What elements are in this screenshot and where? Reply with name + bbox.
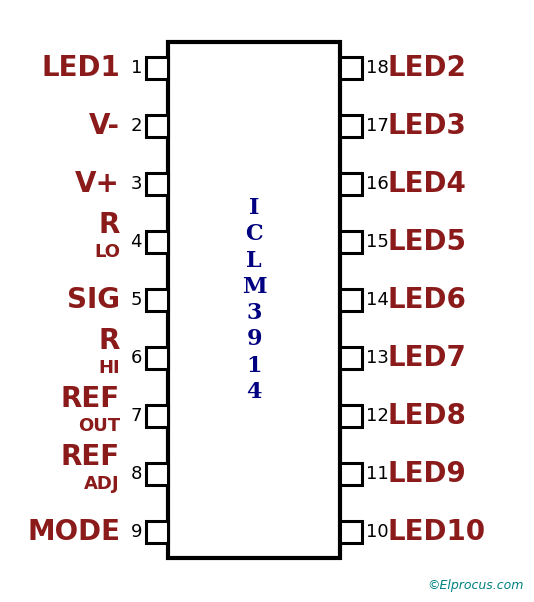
Bar [340,405,362,427]
Text: LED10: LED10 [388,518,486,546]
Text: LED4: LED4 [388,170,467,198]
Text: HI: HI [98,359,120,377]
Bar [146,521,168,543]
Text: LED1: LED1 [41,54,120,82]
Bar [340,463,362,485]
Text: OUT: OUT [78,417,120,435]
Text: REF: REF [61,443,120,471]
Text: 7: 7 [130,407,142,425]
Bar [146,463,168,485]
Text: 11: 11 [366,465,389,483]
Text: 2: 2 [130,117,142,135]
Bar [146,231,168,253]
Bar [146,405,168,427]
Text: LED7: LED7 [388,344,467,372]
Bar [340,231,362,253]
Bar [340,521,362,543]
Bar [168,42,340,558]
Text: REF: REF [61,385,120,413]
Text: 8: 8 [131,465,142,483]
Text: LO: LO [94,243,120,261]
Text: SIG: SIG [67,286,120,314]
Text: V+: V+ [75,170,120,198]
Bar [146,289,168,311]
Text: 16: 16 [366,175,389,193]
Text: 12: 12 [366,407,389,425]
Bar [146,115,168,137]
Text: V-: V- [89,112,120,140]
Bar [340,289,362,311]
Text: LED5: LED5 [388,228,467,256]
Text: 5: 5 [130,291,142,309]
Text: MODE: MODE [27,518,120,546]
Text: R: R [99,327,120,355]
Bar [146,57,168,79]
Bar [340,347,362,369]
Text: 1: 1 [131,59,142,77]
Text: 4: 4 [130,233,142,251]
Text: R: R [99,211,120,239]
Text: ©Elprocus.com: ©Elprocus.com [428,579,524,592]
Text: I
C
L
M
3
9
1
4: I C L M 3 9 1 4 [242,197,266,403]
Text: 3: 3 [130,175,142,193]
Text: 6: 6 [131,349,142,367]
Text: 10: 10 [366,523,389,541]
Bar [340,57,362,79]
Text: 13: 13 [366,349,389,367]
Text: LED3: LED3 [388,112,467,140]
Text: 15: 15 [366,233,389,251]
Text: LED6: LED6 [388,286,467,314]
Text: 18: 18 [366,59,389,77]
Text: ADJ: ADJ [84,475,120,493]
Text: LED8: LED8 [388,402,467,430]
Text: LED2: LED2 [388,54,467,82]
Bar [146,347,168,369]
Text: 17: 17 [366,117,389,135]
Text: LED9: LED9 [388,460,467,488]
Text: 9: 9 [130,523,142,541]
Text: 14: 14 [366,291,389,309]
Bar [146,173,168,195]
Bar [340,173,362,195]
Bar [340,115,362,137]
